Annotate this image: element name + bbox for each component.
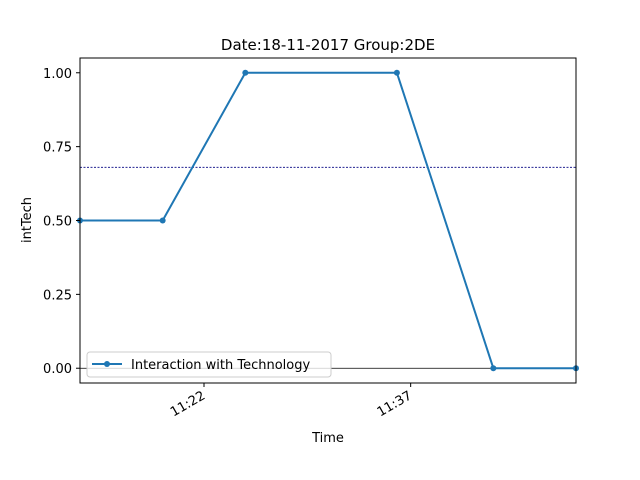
data-point	[393, 69, 400, 76]
data-point	[159, 217, 166, 224]
y-tick-label: 0.00	[43, 362, 72, 377]
legend-box	[86, 351, 332, 378]
data-point	[242, 69, 249, 76]
x-tick-label: 11:37	[375, 388, 415, 420]
y-tick-label: 0.50	[43, 215, 72, 230]
x-tick-label: 11:22	[168, 388, 208, 420]
data-point	[490, 365, 497, 372]
y-tick-label: 0.25	[43, 288, 72, 303]
y-tick-label: 1.00	[43, 67, 72, 82]
x-axis-label: Time	[311, 431, 344, 446]
y-tick-label: 0.75	[43, 141, 72, 156]
y-axis-label: intTech	[20, 197, 35, 243]
legend: Interaction with Technology	[86, 351, 332, 378]
legend-marker-swatch	[104, 361, 110, 367]
chart-title: Date:18-11-2017 Group:2DE	[221, 36, 435, 54]
plot-area	[77, 69, 579, 372]
series-line	[80, 71, 576, 370]
legend-entry-label: Interaction with Technology	[131, 358, 311, 373]
